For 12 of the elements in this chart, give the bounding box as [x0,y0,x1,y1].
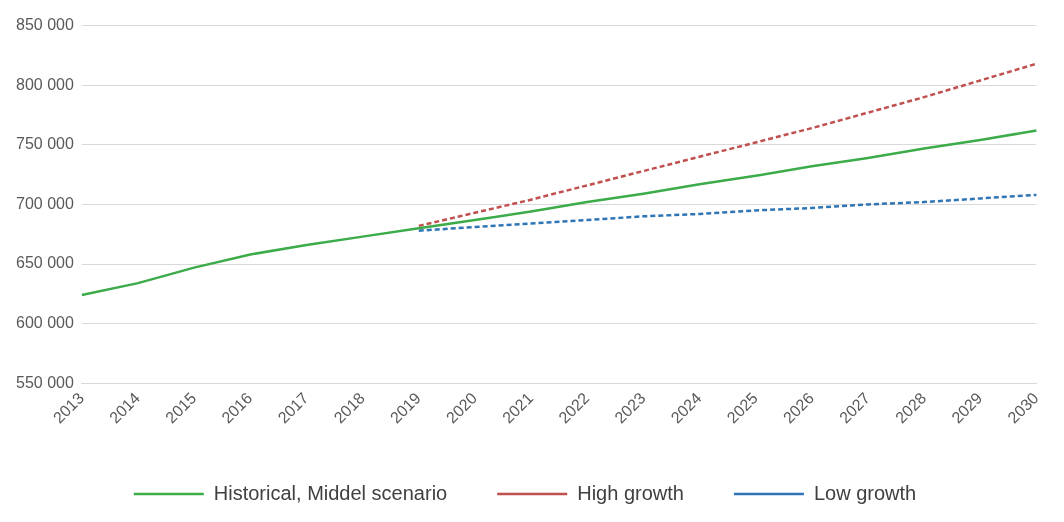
y-tick-label: 800 000 [15,75,74,93]
y-tick-label: 700 000 [15,194,74,212]
line-series [417,62,1038,228]
line-series [417,193,1038,232]
y-tick-label: 650 000 [15,254,74,272]
y-tick-label: 550 000 [15,373,74,391]
y-tick-label: 600 000 [15,314,74,332]
y-tick-label: 850 000 [15,16,74,34]
legend-label: Historical, Middel scenario [213,481,448,504]
y-tick-label: 750 000 [15,135,74,153]
legend-label: High growth [577,481,684,504]
legend-label: Low growth [813,481,917,504]
